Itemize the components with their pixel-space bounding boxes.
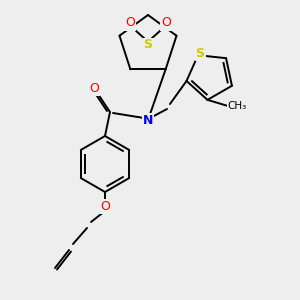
Text: N: N [143,113,153,127]
Text: O: O [100,200,110,212]
Text: O: O [161,16,171,29]
Text: O: O [125,16,135,29]
Text: S: S [143,38,152,52]
Text: O: O [89,82,99,94]
Text: CH₃: CH₃ [228,101,247,111]
Text: S: S [196,47,205,60]
